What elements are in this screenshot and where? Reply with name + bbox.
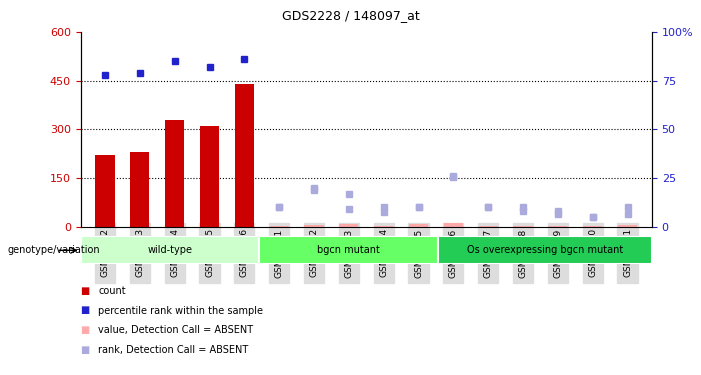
Text: ■: ■ xyxy=(81,286,90,296)
Text: genotype/variation: genotype/variation xyxy=(7,245,100,255)
Text: ■: ■ xyxy=(81,345,90,355)
Bar xyxy=(200,126,219,227)
Text: Os overexpressing bgcn mutant: Os overexpressing bgcn mutant xyxy=(467,245,623,255)
Bar xyxy=(130,152,149,227)
Bar xyxy=(95,155,114,227)
Bar xyxy=(513,226,533,227)
Text: wild-type: wild-type xyxy=(147,245,192,255)
Bar xyxy=(235,84,254,227)
Bar xyxy=(374,226,393,227)
Bar xyxy=(444,223,463,227)
Text: ■: ■ xyxy=(81,326,90,335)
Text: rank, Detection Call = ABSENT: rank, Detection Call = ABSENT xyxy=(98,345,248,355)
Bar xyxy=(165,120,184,227)
Bar xyxy=(583,226,602,227)
Bar xyxy=(437,236,652,264)
Bar xyxy=(304,225,324,227)
Text: count: count xyxy=(98,286,125,296)
Bar xyxy=(339,224,358,227)
Text: GDS2228 / 148097_at: GDS2228 / 148097_at xyxy=(282,9,419,22)
Bar xyxy=(259,236,437,264)
Bar xyxy=(618,225,637,227)
Bar xyxy=(270,226,289,227)
Text: value, Detection Call = ABSENT: value, Detection Call = ABSENT xyxy=(98,326,253,335)
Text: bgcn mutant: bgcn mutant xyxy=(317,245,380,255)
Bar xyxy=(479,226,498,227)
Bar xyxy=(81,236,259,264)
Bar xyxy=(409,224,428,227)
Text: ■: ■ xyxy=(81,306,90,315)
Bar xyxy=(548,226,567,227)
Text: percentile rank within the sample: percentile rank within the sample xyxy=(98,306,263,315)
